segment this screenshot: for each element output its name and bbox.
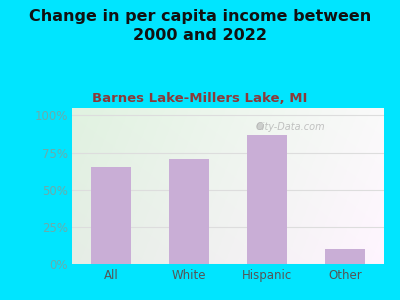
Bar <box>247 135 287 264</box>
Bar <box>91 167 131 264</box>
Text: Barnes Lake-Millers Lake, MI: Barnes Lake-Millers Lake, MI <box>92 92 308 104</box>
Text: ●: ● <box>255 121 264 131</box>
Text: Change in per capita income between
2000 and 2022: Change in per capita income between 2000… <box>29 9 371 43</box>
Bar <box>325 249 365 264</box>
Bar <box>169 158 209 264</box>
Text: City-Data.com: City-Data.com <box>256 122 325 132</box>
